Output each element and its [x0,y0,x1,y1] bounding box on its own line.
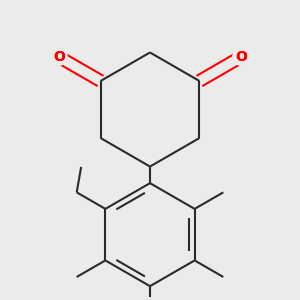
Text: O: O [53,50,65,64]
Circle shape [233,49,249,65]
Text: O: O [235,50,247,64]
Text: O: O [53,50,65,64]
Text: O: O [235,50,247,64]
Circle shape [51,49,67,65]
